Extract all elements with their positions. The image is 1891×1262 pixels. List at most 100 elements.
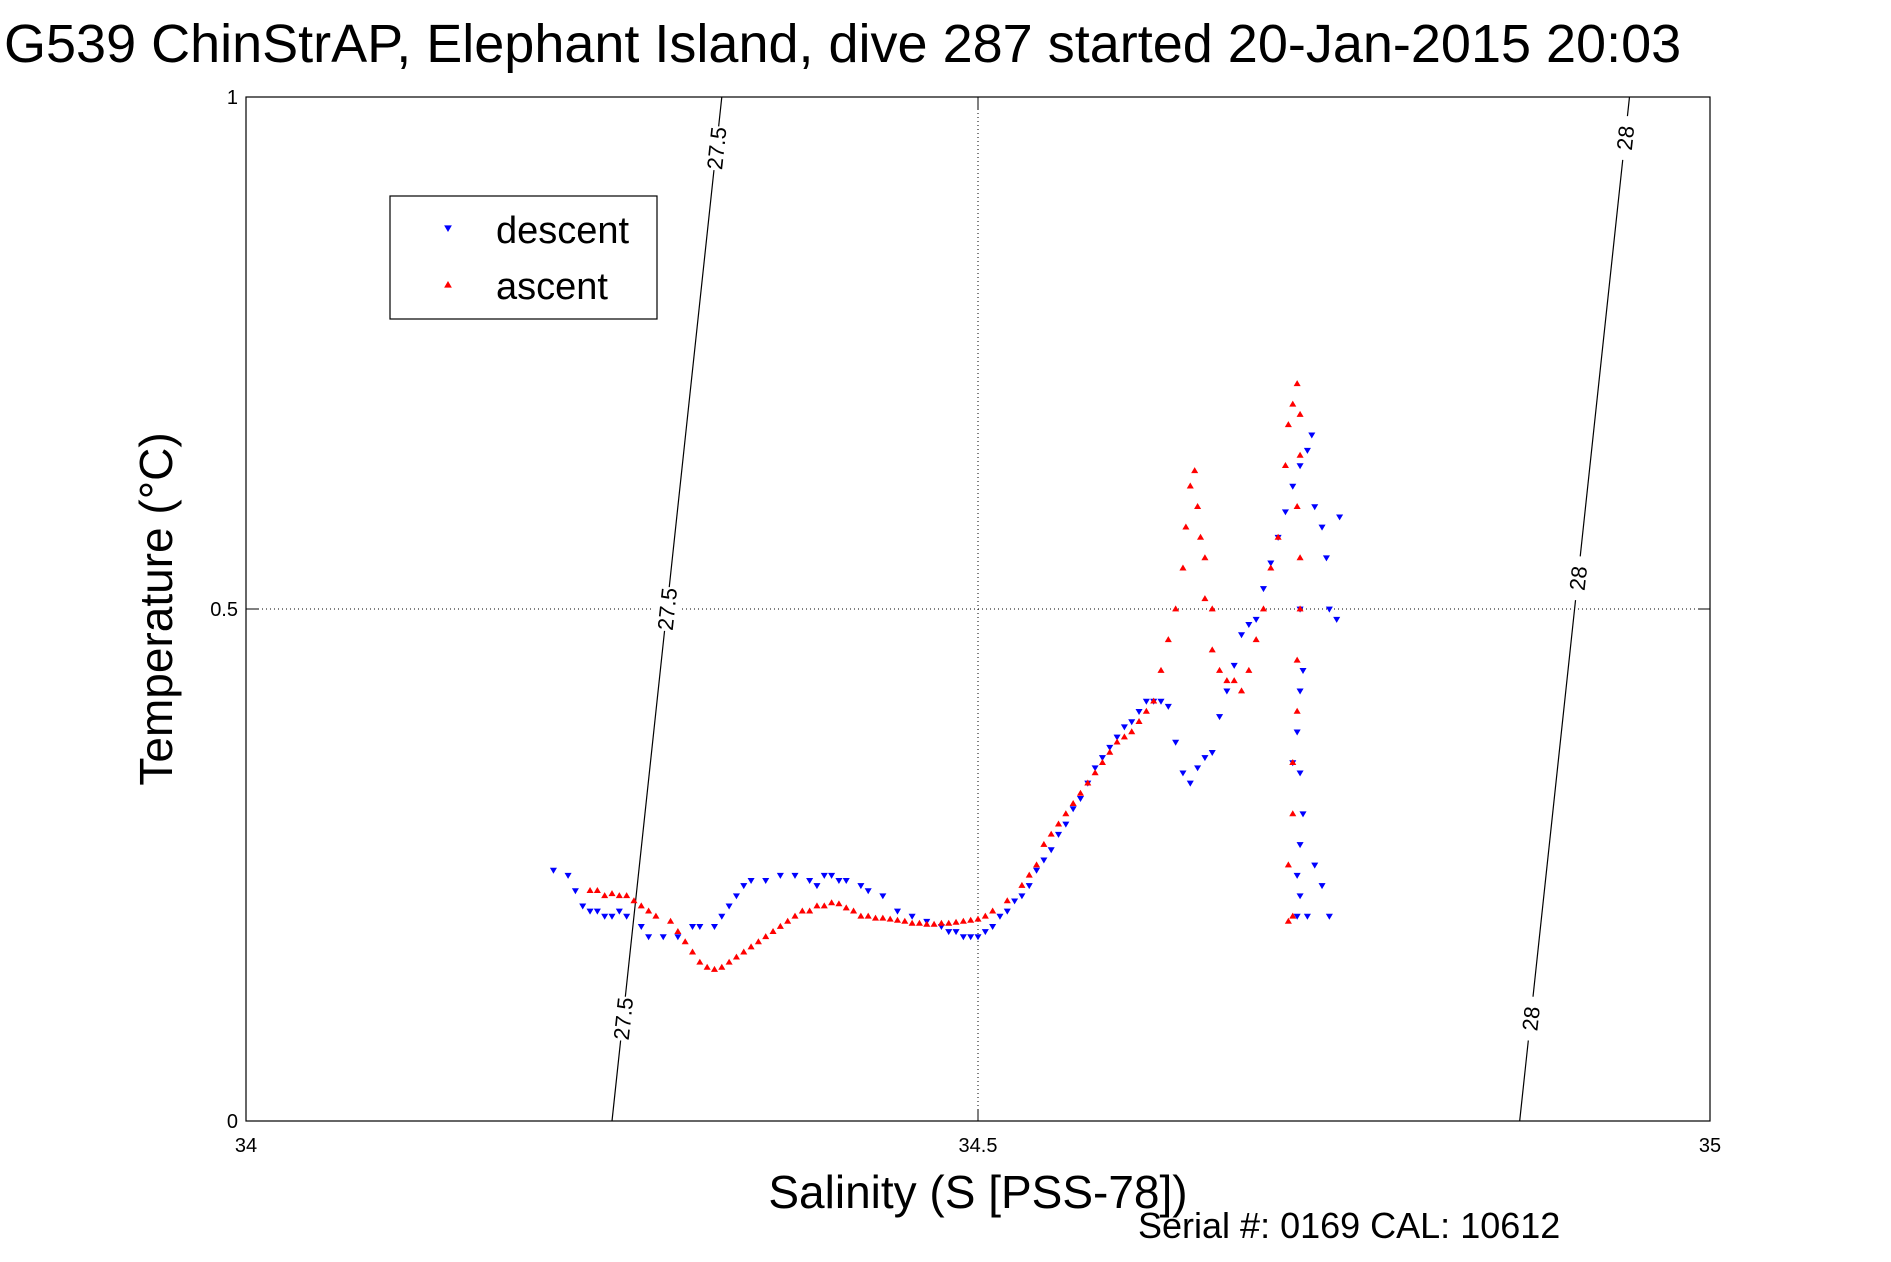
ascent-point-87 [1208, 646, 1216, 653]
descent-point-1 [564, 872, 572, 879]
ascent-point-105 [1296, 605, 1304, 612]
descent-point-89 [1311, 504, 1319, 511]
descent-point-13 [674, 934, 682, 941]
ascent-point-92 [1245, 666, 1253, 673]
descent-point-58 [1091, 765, 1099, 772]
descent-point-25 [806, 877, 814, 884]
ascent-point-111 [1289, 912, 1297, 919]
isopycnal-label-bg-1-1 [1561, 554, 1595, 602]
ascent-point-78 [1179, 564, 1187, 571]
descent-point-67 [1157, 698, 1165, 705]
descent-point-86 [1296, 463, 1304, 470]
isopycnal-label-bg-1-0 [1514, 995, 1547, 1042]
ascent-point-74 [1150, 697, 1158, 704]
isopycnal-label-1-1: 28 [1565, 565, 1592, 592]
ascent-point-88 [1216, 666, 1224, 673]
descent-point-85 [1289, 483, 1297, 490]
descent-point-74 [1208, 749, 1216, 756]
ascent-point-32 [828, 899, 836, 906]
ascent-point-90 [1230, 677, 1238, 684]
descent-point-17 [718, 913, 726, 920]
descent-point-48 [1018, 893, 1026, 900]
legend: descent ascent [389, 195, 658, 320]
descent-point-75 [1216, 714, 1224, 721]
ascent-point-13 [688, 948, 697, 955]
isopycnal-line-1 [1519, 96, 1631, 1122]
ascent-point-8 [645, 907, 653, 914]
ascent-point-5 [623, 892, 631, 899]
descent-point-106 [1311, 862, 1319, 869]
axis-ticks: 34 34.5 35 0 0.5 1 [210, 87, 1721, 1157]
legend-box [389, 195, 658, 320]
legend-marker-descent [444, 225, 452, 232]
ascent-point-52 [974, 915, 982, 922]
ascent-point-61 [1054, 820, 1063, 827]
ascent-point-21 [747, 943, 755, 950]
descent-point-23 [776, 872, 784, 879]
descent-point-60 [1106, 744, 1114, 751]
isopycnal-label-1-2: 28 [1612, 125, 1639, 152]
ascent-point-35 [850, 907, 858, 914]
descent-point-49 [1025, 883, 1033, 890]
isopycnal-label-0-2: 27.5 [702, 126, 731, 171]
descent-point-73 [1201, 755, 1209, 762]
ascent-point-41 [893, 916, 902, 923]
descent-point-88 [1308, 432, 1316, 439]
descent-point-87 [1303, 447, 1311, 454]
ascent-point-14 [696, 958, 704, 965]
y-tick-label-1: 0.5 [210, 599, 238, 621]
descent-point-80 [1252, 616, 1260, 623]
legend-entry-ascent: ascent [444, 266, 608, 308]
ascent-point-30 [813, 902, 821, 909]
x-tick-label-1: 34.5 [959, 1135, 998, 1157]
ascent-point-37 [864, 912, 872, 919]
ascent-point-65 [1084, 779, 1092, 786]
descent-point-40 [959, 934, 967, 941]
ascent-point-100 [1293, 380, 1301, 387]
ascent-point-42 [901, 917, 909, 924]
ascent-point-108 [1289, 759, 1297, 765]
ascent-point-55 [1003, 897, 1011, 904]
descent-point-61 [1113, 734, 1121, 741]
data-points [549, 380, 1344, 972]
ascent-point-54 [989, 907, 997, 914]
descent-point-43 [981, 929, 989, 936]
descent-point-52 [1047, 847, 1055, 854]
descent-point-82 [1267, 560, 1275, 567]
descent-point-47 [1011, 898, 1019, 905]
ascent-point-109 [1289, 810, 1297, 817]
ascent-point-101 [1296, 410, 1304, 417]
ascent-point-33 [835, 900, 843, 907]
ascent-point-85 [1201, 595, 1209, 602]
ascent-point-86 [1208, 605, 1216, 612]
descent-point-98 [1293, 729, 1301, 736]
descent-point-45 [996, 913, 1004, 920]
ascent-point-80 [1186, 482, 1194, 489]
descent-point-20 [740, 883, 748, 890]
ascent-point-6 [630, 897, 638, 904]
ascent-point-112 [1284, 917, 1292, 924]
ascent-point-64 [1076, 789, 1085, 796]
descent-point-71 [1186, 780, 1194, 787]
chart-title: G539 ChinStrAP, Elephant Island, dive 28… [4, 14, 1681, 74]
ascent-point-104 [1296, 554, 1304, 561]
descent-point-42 [974, 934, 982, 941]
isopycnal-label-bg-0-2 [700, 124, 733, 172]
isopycnal-label-bg-0-1 [650, 585, 684, 633]
ascent-point-62 [1062, 810, 1070, 817]
legend-entry-descent: descent [444, 210, 630, 252]
ascent-point-23 [762, 933, 770, 940]
isopycnal-label-0-0: 27.5 [609, 996, 638, 1041]
ascent-point-75 [1157, 666, 1165, 673]
ascent-point-10 [667, 917, 675, 924]
descent-point-9 [623, 913, 631, 920]
descent-point-33 [879, 893, 887, 900]
ascent-point-76 [1164, 636, 1172, 643]
serial-footer: Serial #: 0169 CAL: 10612 [1138, 1205, 1560, 1246]
descent-point-15 [696, 924, 704, 931]
descent-point-50 [1033, 867, 1041, 874]
ascent-point-17 [718, 963, 726, 970]
descent-point-84 [1281, 509, 1289, 516]
ascent-point-43 [908, 919, 916, 926]
